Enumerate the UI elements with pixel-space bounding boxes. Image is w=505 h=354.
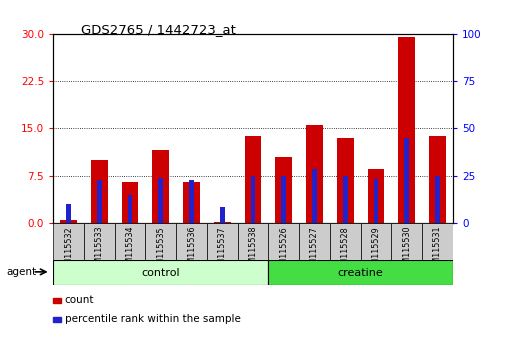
Bar: [250, 176, 255, 223]
Text: GSM115534: GSM115534: [125, 226, 134, 274]
Bar: [189, 180, 193, 223]
Bar: [84, 223, 115, 260]
Bar: [53, 260, 268, 285]
Bar: [145, 223, 176, 260]
Bar: [342, 176, 347, 223]
Bar: [127, 195, 132, 223]
Text: control: control: [141, 268, 180, 278]
Text: agent: agent: [6, 267, 36, 277]
Text: GSM115529: GSM115529: [371, 226, 380, 275]
Text: GSM115530: GSM115530: [401, 226, 411, 274]
Text: GDS2765 / 1442723_at: GDS2765 / 1442723_at: [81, 23, 235, 36]
Bar: [207, 223, 237, 260]
Text: GSM115526: GSM115526: [279, 226, 288, 275]
Bar: [183, 182, 199, 223]
Bar: [390, 223, 421, 260]
Text: GSM115536: GSM115536: [187, 226, 195, 274]
Bar: [214, 222, 230, 223]
Bar: [373, 179, 378, 223]
Text: creatine: creatine: [337, 268, 383, 278]
Bar: [268, 223, 298, 260]
Bar: [275, 157, 291, 223]
Bar: [90, 160, 108, 223]
Text: GSM115532: GSM115532: [64, 226, 73, 275]
Bar: [434, 176, 439, 223]
Bar: [152, 150, 169, 223]
Text: GSM115537: GSM115537: [217, 226, 226, 275]
Bar: [115, 223, 145, 260]
Text: count: count: [65, 295, 94, 305]
Bar: [158, 178, 163, 223]
Text: GSM115538: GSM115538: [248, 226, 257, 274]
Bar: [244, 136, 261, 223]
Bar: [397, 37, 415, 223]
Bar: [298, 223, 329, 260]
Bar: [96, 180, 102, 223]
Bar: [268, 260, 452, 285]
Text: GSM115535: GSM115535: [156, 226, 165, 275]
Bar: [281, 176, 285, 223]
Bar: [360, 223, 390, 260]
Bar: [53, 223, 84, 260]
Bar: [66, 204, 71, 223]
Text: GSM115527: GSM115527: [310, 226, 318, 275]
Bar: [428, 136, 445, 223]
Text: percentile rank within the sample: percentile rank within the sample: [65, 314, 240, 324]
Bar: [237, 223, 268, 260]
Bar: [306, 125, 322, 223]
Bar: [176, 223, 207, 260]
Bar: [60, 221, 77, 223]
Bar: [403, 138, 409, 223]
Bar: [220, 207, 224, 223]
Text: GSM115533: GSM115533: [94, 226, 104, 274]
Text: GSM115528: GSM115528: [340, 226, 349, 275]
Bar: [421, 223, 452, 260]
Bar: [367, 169, 384, 223]
Bar: [336, 138, 353, 223]
Bar: [329, 223, 360, 260]
Bar: [121, 182, 138, 223]
Bar: [312, 169, 316, 223]
Text: GSM115531: GSM115531: [432, 226, 441, 274]
